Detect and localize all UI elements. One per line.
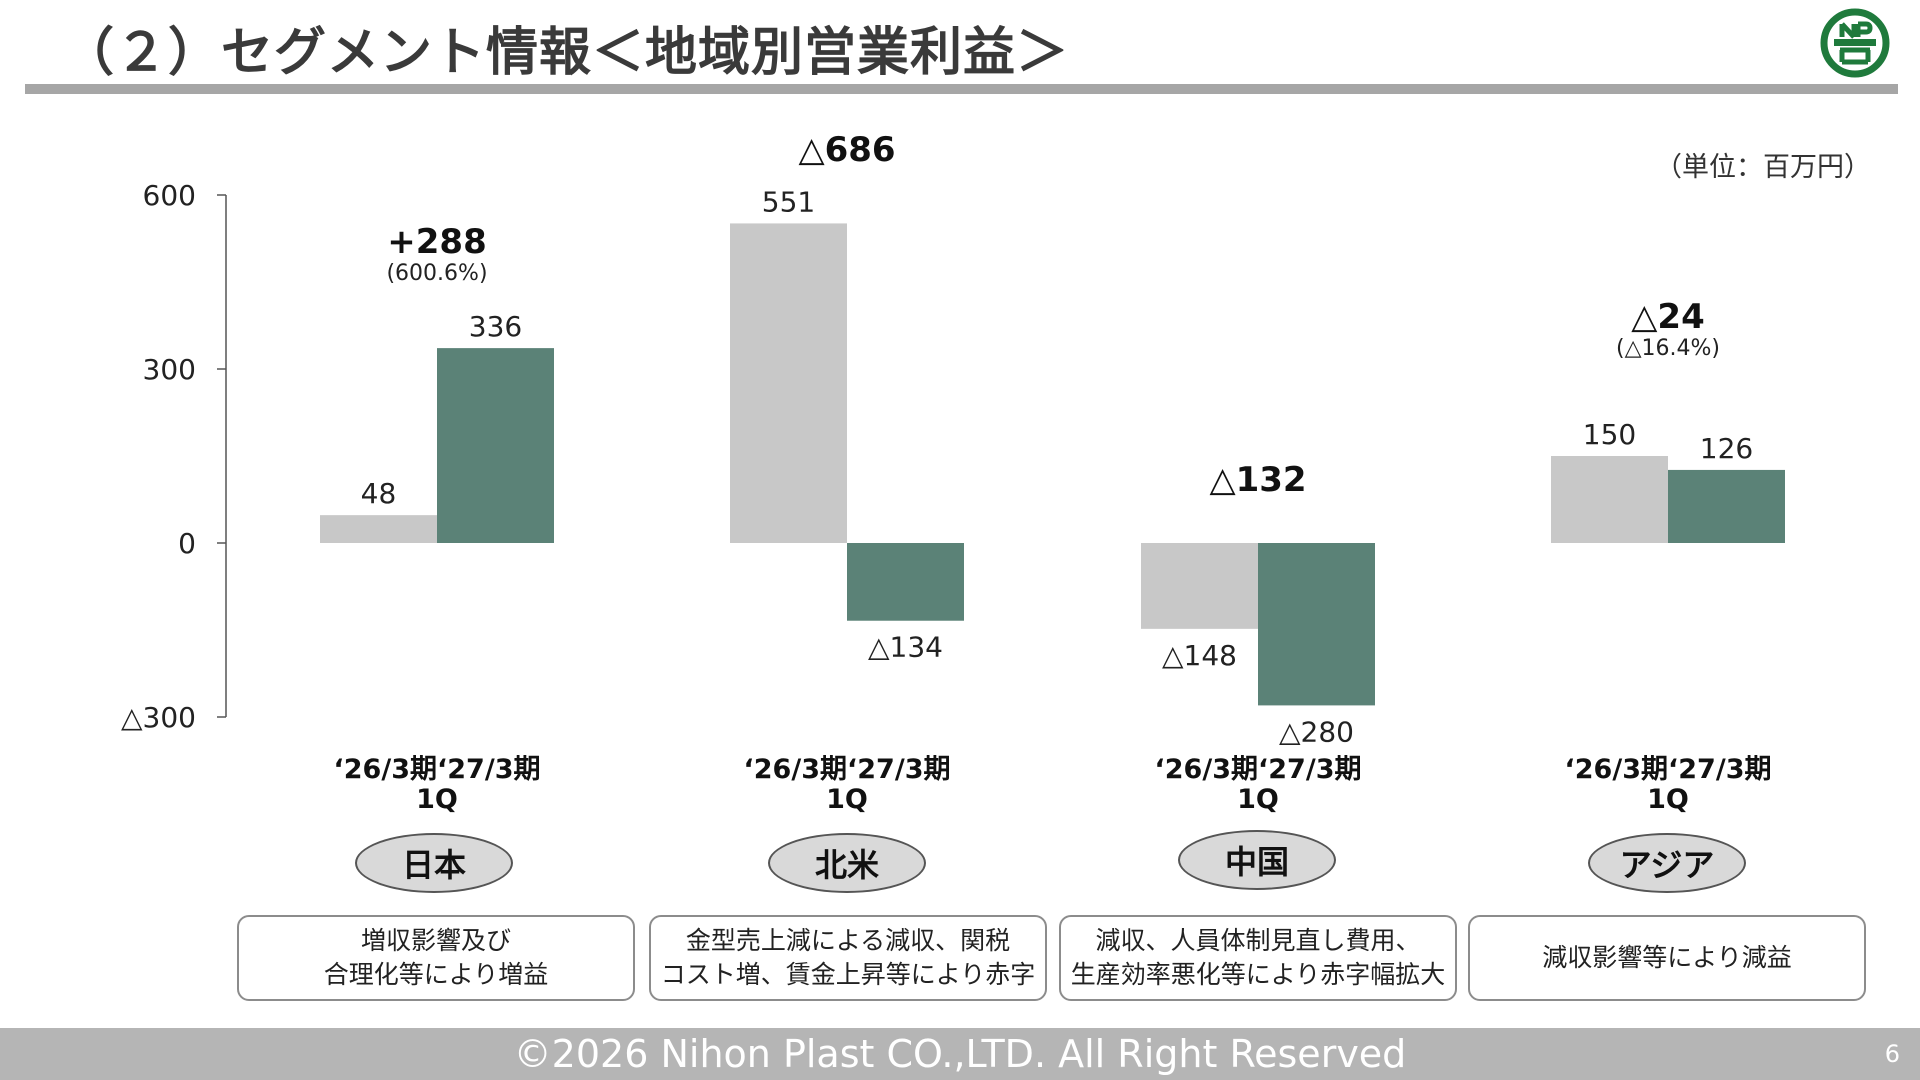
prior-period-label: ‘26/3期 bbox=[1154, 754, 1258, 785]
note-japan: 増収影響及び 合理化等により増益 bbox=[237, 915, 635, 1001]
bar-prior-1 bbox=[730, 223, 847, 544]
region-label-japan: 日本 bbox=[355, 833, 513, 893]
page-title: （２）セグメント情報＜地域別営業利益＞ bbox=[62, 23, 1070, 83]
quarter-label: 1Q bbox=[416, 784, 458, 815]
bar-current-0 bbox=[437, 348, 554, 543]
bar-prior-3 bbox=[1551, 456, 1668, 543]
note-asia: 減収影響等により減益 bbox=[1468, 915, 1866, 1001]
diff-value: △132 bbox=[1209, 460, 1307, 500]
diff-percent: (△16.4%) bbox=[1616, 336, 1720, 361]
diff-value: +288 bbox=[387, 222, 487, 262]
quarter-label: 1Q bbox=[1237, 784, 1279, 815]
y-tick-label: 600 bbox=[143, 179, 196, 212]
title-divider bbox=[25, 84, 1898, 94]
quarter-label: 1Q bbox=[1647, 784, 1689, 815]
bar-current-2 bbox=[1258, 543, 1375, 706]
bar-prior-2 bbox=[1141, 543, 1258, 629]
bar-value-label: 48 bbox=[361, 477, 397, 510]
bar-value-label: △280 bbox=[1279, 715, 1354, 748]
note-north-america: 金型売上減による減収、関税 コスト増、賃金上昇等により赤字 bbox=[649, 915, 1047, 1001]
period-label-asia: ‘26/3期‘27/3期 1Q bbox=[1565, 755, 1772, 815]
prior-period-label: ‘26/3期 bbox=[743, 754, 847, 785]
region-label-asia: アジア bbox=[1588, 833, 1746, 893]
prior-period-label: ‘26/3期 bbox=[1564, 754, 1668, 785]
copyright-text: ©2026 Nihon Plast CO.,LTD. All Right Res… bbox=[513, 1032, 1407, 1076]
y-tick-label: 0 bbox=[178, 527, 196, 560]
bar-prior-0 bbox=[320, 515, 437, 543]
note-china: 減収、人員体制見直し費用、 生産効率悪化等により赤字幅拡大 bbox=[1059, 915, 1457, 1001]
diff-japan: +288 (600.6%) bbox=[386, 222, 487, 286]
period-label-china: ‘26/3期‘27/3期 1Q bbox=[1155, 755, 1362, 815]
region-label-china: 中国 bbox=[1178, 830, 1336, 890]
bar-current-1 bbox=[847, 543, 964, 621]
diff-percent: (600.6%) bbox=[386, 261, 488, 286]
quarter-label: 1Q bbox=[826, 784, 868, 815]
period-label-north-america: ‘26/3期‘27/3期 1Q bbox=[744, 755, 951, 815]
operating-profit-chart: 600 300 0 △300 48 551 △148 150 336 △134 △280 126 bbox=[121, 179, 1785, 748]
current-period-label: ‘27/3期 bbox=[437, 754, 541, 785]
bar-value-label: 336 bbox=[469, 310, 522, 343]
diff-china: △132 bbox=[1209, 460, 1306, 500]
diff-north-america: △686 bbox=[798, 130, 895, 170]
bar-current-3 bbox=[1668, 469, 1785, 543]
prior-period-label: ‘26/3期 bbox=[333, 754, 437, 785]
bar-value-label: 551 bbox=[762, 185, 815, 218]
diff-value: △24 bbox=[1631, 297, 1705, 337]
current-period-label: ‘27/3期 bbox=[1668, 754, 1772, 785]
footer-bar: ©2026 Nihon Plast CO.,LTD. All Right Res… bbox=[0, 1028, 1920, 1080]
bar-value-label: △148 bbox=[1162, 639, 1237, 672]
period-label-japan: ‘26/3期‘27/3期 1Q bbox=[334, 755, 541, 815]
bar-value-label: △134 bbox=[868, 631, 943, 664]
company-logo bbox=[1820, 8, 1890, 78]
diff-asia: △24 (△16.4%) bbox=[1616, 297, 1720, 361]
current-period-label: ‘27/3期 bbox=[1258, 754, 1362, 785]
y-tick-label: 300 bbox=[143, 353, 196, 386]
page-number: 6 bbox=[1884, 1040, 1900, 1068]
diff-value: △686 bbox=[798, 130, 896, 170]
region-label-north-america: 北米 bbox=[768, 833, 926, 893]
y-tick-label: △300 bbox=[121, 701, 196, 734]
bar-value-label: 126 bbox=[1700, 432, 1753, 465]
current-period-label: ‘27/3期 bbox=[847, 754, 951, 785]
bar-value-label: 150 bbox=[1583, 418, 1636, 451]
unit-label: （単位：百万円） bbox=[1655, 152, 1871, 183]
